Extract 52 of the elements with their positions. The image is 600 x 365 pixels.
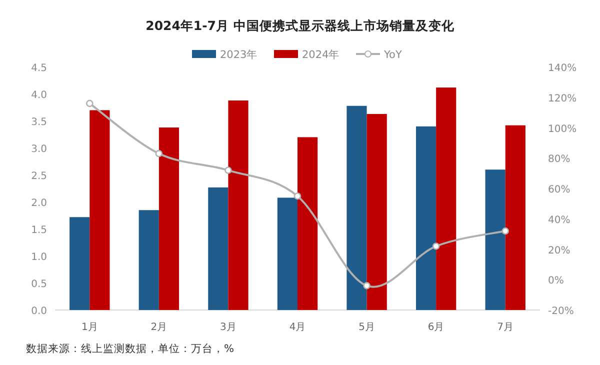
y-tick-label: 0.0 (31, 306, 47, 317)
point (155, 150, 163, 158)
y-tick-label: 3.5 (31, 117, 47, 128)
point (432, 242, 440, 250)
y2-tick-label: 80% (548, 154, 570, 166)
point (502, 227, 510, 235)
y-tick-label: 2.0 (31, 198, 47, 209)
legend-label: YoY (383, 49, 402, 61)
y-tick-label: 0.5 (31, 279, 47, 290)
bar (298, 137, 318, 310)
point (363, 282, 370, 290)
x-tick-label: 2月 (150, 322, 168, 333)
bar (70, 217, 90, 310)
y-tick-label: 4.0 (31, 90, 47, 101)
point (86, 100, 94, 108)
y-tick-label: 4.5 (31, 63, 47, 74)
y2-tick-label: -20% (548, 306, 574, 317)
bar (366, 114, 387, 310)
y2-tick-label: 120% (548, 93, 577, 104)
legend-label: 2024年 (302, 49, 340, 61)
y2-tick-label: 100% (548, 124, 577, 135)
y-tick-label: 3.0 (31, 144, 47, 155)
bar (436, 88, 456, 310)
y2-tick-label: 0% (548, 276, 564, 287)
source-note: 数据来源：线上监测数据，单位：万台，% (26, 342, 234, 355)
bar (158, 127, 180, 310)
x-tick-label: 4月 (289, 322, 306, 333)
bar (416, 126, 436, 310)
bar (228, 100, 248, 310)
point (224, 166, 232, 174)
x-tick-label: 6月 (428, 322, 444, 333)
bar (277, 198, 298, 310)
y-tick-label: 2.5 (31, 171, 47, 182)
y-tick-label: 1.5 (31, 225, 47, 236)
chart-title: 2024年1-7月 中国便携式显示器线上市场销量及变化 (146, 18, 456, 33)
x-tick-label: 3月 (220, 322, 236, 333)
y2-tick-label: 140% (548, 63, 577, 74)
legend-label: 2023年 (220, 49, 258, 61)
y2-tick-label: 20% (548, 245, 570, 256)
bar (208, 187, 228, 310)
bar (485, 170, 506, 310)
x-tick-label: 7月 (497, 322, 514, 333)
x-tick-label: 1月 (81, 322, 98, 333)
x-tick-label: 5月 (358, 322, 375, 333)
bar (138, 210, 159, 310)
bar (90, 110, 110, 310)
bar (505, 125, 526, 310)
y2-tick-label: 60% (548, 184, 570, 196)
y2-tick-label: 40% (548, 214, 570, 226)
bar (346, 106, 367, 310)
point (294, 192, 302, 200)
y-tick-label: 1.0 (31, 252, 47, 263)
